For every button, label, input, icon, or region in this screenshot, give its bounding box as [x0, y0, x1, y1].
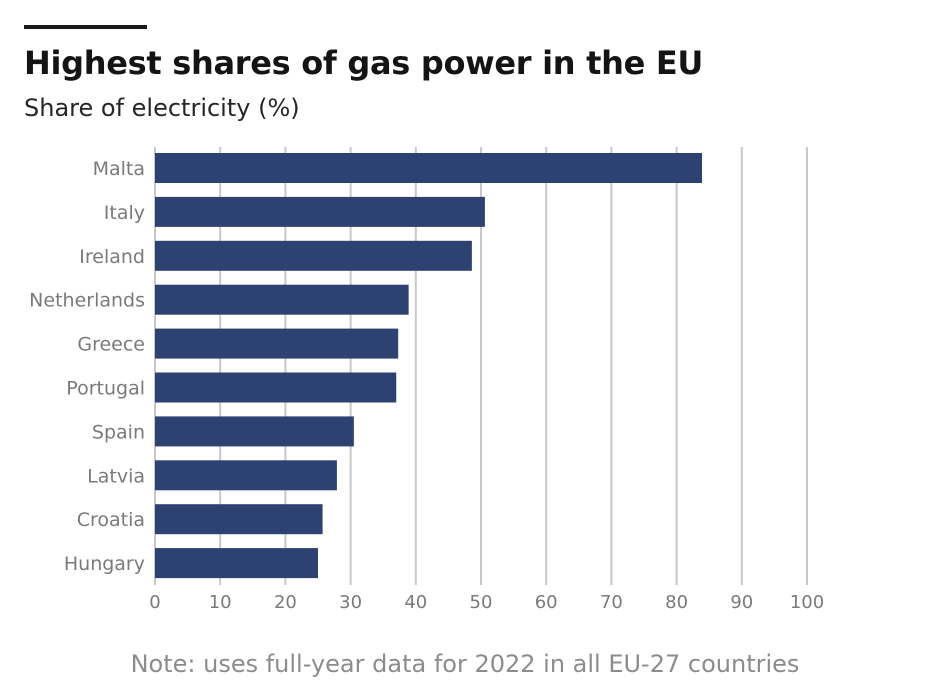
- category-label: Netherlands: [29, 290, 145, 312]
- bar-ireland: [155, 240, 472, 271]
- bar-croatia: [155, 504, 323, 535]
- tick-layer: 0 10 20 30 40 50 60 70 80 90 100: [149, 592, 824, 613]
- x-tick-label: 30: [339, 592, 362, 613]
- bar-chart: Malta Italy Ireland Netherlands Greece Portug…: [29, 147, 824, 613]
- x-tick-label: 40: [404, 592, 427, 613]
- bar-greece: [155, 328, 399, 359]
- bar-spain: [155, 416, 354, 447]
- bar-layer: [155, 153, 703, 579]
- category-label: Italy: [104, 202, 145, 224]
- top-rule: [24, 25, 147, 29]
- chart-title: Highest shares of gas power in the EU: [24, 44, 704, 82]
- bar-latvia: [155, 460, 337, 491]
- x-tick-label: 0: [149, 592, 160, 613]
- x-tick-label: 50: [470, 592, 493, 613]
- footnote: Note: uses full-year data for 2022 in al…: [130, 650, 800, 678]
- category-label: Croatia: [77, 509, 145, 531]
- grid-layer: [154, 147, 808, 585]
- x-tick-label: 70: [600, 592, 623, 613]
- category-label: Latvia: [87, 465, 145, 487]
- category-label: Malta: [93, 158, 145, 180]
- x-tick-label: 60: [535, 592, 558, 613]
- category-label: Hungary: [64, 553, 145, 575]
- x-tick-label: 20: [274, 592, 297, 613]
- label-layer: Malta Italy Ireland Netherlands Greece Portug…: [29, 158, 145, 575]
- bar-italy: [155, 196, 485, 227]
- x-tick-label: 100: [790, 592, 824, 613]
- bar-portugal: [155, 372, 397, 403]
- bar-malta: [155, 153, 703, 183]
- category-label: Spain: [92, 421, 145, 443]
- category-label: Ireland: [79, 246, 145, 268]
- x-tick-label: 10: [209, 592, 232, 613]
- bar-hungary: [155, 548, 318, 579]
- x-tick-label: 90: [730, 592, 753, 613]
- x-tick-label: 80: [665, 592, 688, 613]
- category-label: Greece: [77, 334, 145, 356]
- chart-subtitle: Share of electricity (%): [24, 94, 300, 122]
- category-label: Portugal: [66, 378, 145, 400]
- bar-netherlands: [155, 284, 409, 315]
